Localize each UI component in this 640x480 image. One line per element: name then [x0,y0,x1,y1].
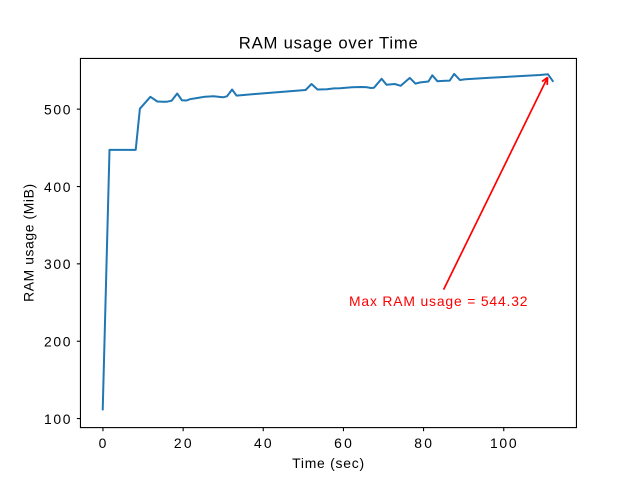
svg-text:RAM usage over Time: RAM usage over Time [239,33,418,52]
svg-text:200: 200 [44,334,71,350]
svg-text:300: 300 [44,256,71,272]
svg-text:100: 100 [44,411,71,427]
svg-text:RAM usage (MiB): RAM usage (MiB) [21,184,37,302]
svg-text:40: 40 [254,435,272,451]
svg-text:Time (sec): Time (sec) [292,455,364,471]
svg-text:0: 0 [99,435,107,451]
svg-text:Max RAM usage = 544.32: Max RAM usage = 544.32 [349,293,528,309]
svg-text:100: 100 [490,435,517,451]
svg-text:500: 500 [44,101,71,117]
svg-text:20: 20 [174,435,192,451]
svg-text:80: 80 [414,435,432,451]
svg-text:60: 60 [334,435,352,451]
svg-text:400: 400 [44,179,71,195]
